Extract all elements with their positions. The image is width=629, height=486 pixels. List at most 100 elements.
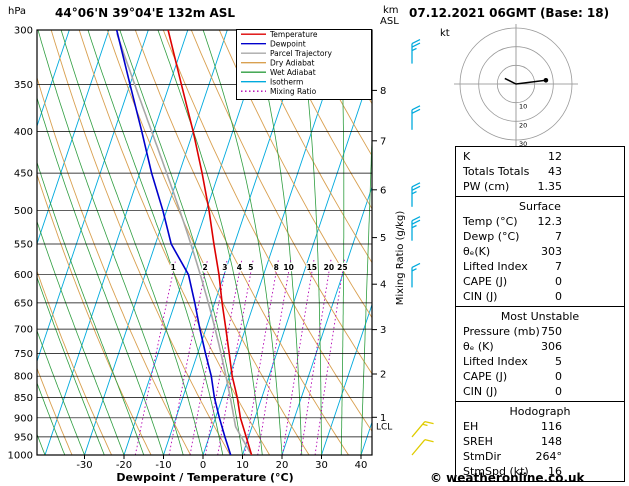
stat-row: CIN (J) 0	[456, 289, 624, 304]
wind-barb	[411, 39, 421, 64]
axis-labels: 3003504004505005506006507007508008509009…	[8, 26, 393, 472]
mixing-ratio-value-label: 4	[237, 263, 242, 272]
stat-row: Dewp (°C) 7	[456, 229, 624, 244]
stat-label: Dewp (°C)	[463, 230, 520, 243]
stat-row: PW (cm) 1.35	[456, 179, 624, 194]
stat-value: 5	[555, 355, 562, 368]
legend-entry-label: Wet Adiabat	[270, 68, 316, 77]
km-tick-label: 4	[380, 280, 386, 291]
stat-row: CIN (J) 0	[456, 384, 624, 399]
stat-value: 0	[555, 370, 562, 383]
mixing-ratio-value-label: 20	[324, 263, 334, 272]
hodograph-trace	[504, 77, 546, 85]
temp-tick-label: 10	[236, 460, 249, 471]
run-date-title: 07.12.2021 06GMT (Base: 18)	[409, 6, 610, 20]
stat-value: 303	[541, 245, 562, 258]
hodograph-unit-label: kt	[440, 28, 450, 39]
pressure-tick-label: 500	[14, 206, 33, 217]
km-tick-label: 1	[380, 413, 386, 424]
parcel-trajectory-curve	[116, 33, 253, 455]
km-tick-label: 2	[380, 370, 386, 381]
stat-label: θₑ(K)	[463, 245, 491, 258]
stat-row: EH 116	[456, 419, 624, 434]
wind-barb-column	[411, 39, 434, 456]
wind-barb	[411, 105, 421, 130]
panel-header: Most Unstable	[500, 310, 580, 323]
pressure-tick-label: 700	[14, 325, 33, 336]
panel-most-unstable: Most Unstable Pressure (mb) 750 θₑ (K) 306 Li…	[455, 306, 625, 402]
stat-value: 12	[548, 150, 562, 163]
km-tick-label: 5	[380, 233, 386, 244]
temp-tick-label: -20	[116, 460, 132, 471]
stat-row: Totals Totals 43	[456, 164, 624, 179]
stat-label: Lifted Index	[463, 260, 528, 273]
sounding-curves	[115, 30, 253, 455]
pressure-grid	[36, 29, 377, 459]
stat-row: StmSpd (kt) 16	[456, 464, 624, 479]
panel-surface: Surface Temp (°C) 12.3 Dewp (°C) 7 θₑ(K) 303 Li…	[455, 196, 625, 307]
legend-entry-label: Isotherm	[270, 78, 303, 87]
stat-row: Lifted Index 5	[456, 354, 624, 369]
pressure-tick-label: 750	[14, 349, 33, 360]
temp-tick-label: -30	[76, 460, 92, 471]
lcl-label: LCL	[376, 423, 392, 433]
temperature-curve	[167, 30, 253, 455]
stat-value: 7	[555, 230, 562, 243]
pressure-tick-label: 850	[14, 393, 33, 404]
stat-value: 1.35	[537, 180, 563, 193]
pressure-tick-label: 400	[14, 127, 33, 138]
hodograph-ring-label: 30	[519, 140, 527, 148]
storm-motion-dot	[543, 78, 549, 83]
legend-entry-label: Dewpoint	[270, 40, 306, 49]
mixing-ratio-value-label: 3	[222, 263, 227, 272]
pressure-tick-label: 950	[14, 432, 33, 443]
stat-label: CAPE (J)	[463, 370, 508, 383]
pressure-tick-label: 600	[14, 270, 33, 281]
stat-label: Lifted Index	[463, 355, 528, 368]
stat-row: θₑ (K) 306	[456, 339, 624, 354]
stat-label: EH	[463, 420, 479, 433]
temp-tick-label: -10	[155, 460, 171, 471]
dewpoint-curve	[115, 30, 232, 455]
mixing-ratio-value-label: 25	[337, 263, 347, 272]
stat-row: CAPE (J) 0	[456, 369, 624, 384]
stat-label: CAPE (J)	[463, 275, 508, 288]
km-tick-label: 8	[380, 86, 386, 97]
pressure-tick-label: 550	[14, 240, 33, 251]
stat-row: K 12	[456, 149, 624, 164]
hodograph-ring-label: 10	[519, 103, 527, 111]
legend-entry-label: Temperature	[269, 30, 318, 39]
stat-label: θₑ (K)	[463, 340, 494, 353]
stat-value: 43	[548, 165, 562, 178]
km-tick-label: 7	[380, 136, 386, 147]
pressure-tick-label: 450	[14, 169, 33, 180]
wind-barb	[411, 182, 421, 207]
wind-barb	[411, 439, 434, 456]
km-axis-unit-line2: ASL	[380, 16, 399, 27]
stat-label: K	[463, 150, 471, 163]
wind-barb	[411, 420, 434, 438]
km-axis-unit-line1: km	[383, 5, 399, 16]
stat-value: 7	[555, 260, 562, 273]
stat-label: CIN (J)	[463, 290, 498, 303]
legend-entry-label: Parcel Trajectory	[270, 49, 332, 58]
stat-label: Pressure (mb)	[463, 325, 540, 338]
mixing-ratio-value-label: 5	[248, 263, 253, 272]
stat-label: Totals Totals	[463, 165, 530, 178]
temp-tick-label: 40	[355, 460, 368, 471]
stat-value: 116	[541, 420, 562, 433]
stat-row: CAPE (J) 0	[456, 274, 624, 289]
stat-label: PW (cm)	[463, 180, 510, 193]
pressure-tick-label: 900	[14, 413, 33, 424]
hodograph-grid: 10 20 30	[454, 24, 578, 148]
info-column: 07.12.2021 06GMT (Base: 18) 10 20 30 kt K 12…	[408, 0, 629, 486]
copyright: © weatheronline.co.uk	[430, 471, 585, 485]
stat-value: 750	[541, 325, 562, 338]
km-tick-label: 3	[380, 325, 386, 336]
legend-entry-label: Dry Adiabat	[270, 59, 314, 68]
stat-value: 0	[555, 290, 562, 303]
pressure-tick-label: 800	[14, 372, 33, 383]
stat-value: 264°	[535, 450, 563, 463]
